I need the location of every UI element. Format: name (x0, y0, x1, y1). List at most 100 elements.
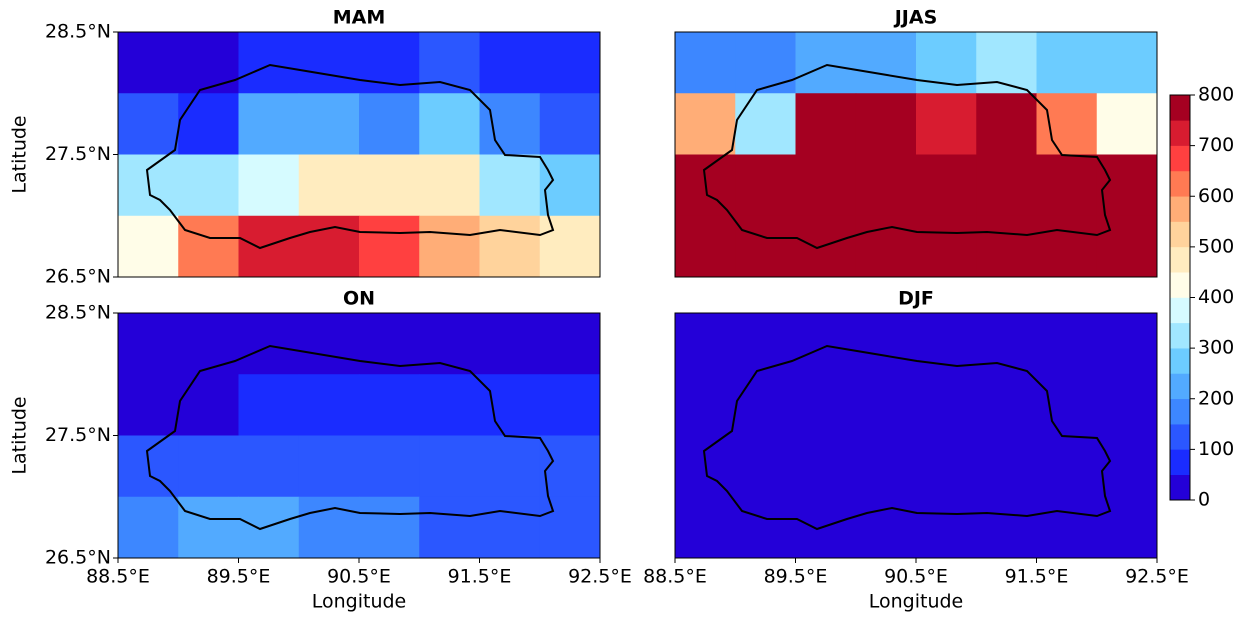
cell (795, 435, 857, 498)
cell (298, 32, 360, 94)
cell (479, 496, 541, 559)
cell (178, 496, 239, 559)
cell (359, 496, 420, 559)
cell (479, 374, 541, 436)
cell (479, 32, 541, 94)
cell (916, 496, 977, 559)
cell (976, 154, 1037, 217)
cell (359, 215, 420, 278)
cell (178, 313, 239, 375)
colorbar-band (1170, 170, 1190, 197)
x-axis-label: Longitude (869, 591, 964, 613)
cell (1036, 154, 1098, 217)
cell (916, 93, 977, 155)
cell (479, 93, 541, 155)
panel-title: ON (343, 288, 375, 310)
y-tick-label: 27.5°N (45, 143, 111, 165)
cell (916, 215, 977, 278)
cell (479, 215, 541, 278)
colorbar-band (1170, 398, 1190, 425)
cell (238, 374, 300, 436)
cell (795, 313, 857, 375)
cell (359, 154, 420, 217)
cell (419, 154, 480, 217)
cell (855, 496, 917, 559)
cell (675, 496, 736, 559)
cell (238, 154, 300, 217)
y-axis-label: Latitude (9, 396, 31, 474)
colorbar-band (1170, 246, 1190, 273)
x-tick-label: 92.5°E (1125, 566, 1189, 588)
x-tick-label: 89.5°E (764, 566, 828, 588)
cell (1036, 32, 1098, 94)
cell (1096, 93, 1158, 155)
cell (1036, 93, 1098, 155)
cell (976, 374, 1037, 436)
x-axis-label: Longitude (312, 591, 407, 613)
cell (359, 93, 420, 155)
cell (238, 435, 300, 498)
colorbar-tick-label: 600 (1198, 185, 1234, 207)
cell (178, 435, 239, 498)
cell (178, 154, 239, 217)
cell (675, 215, 736, 278)
cell (178, 93, 239, 155)
x-tick-label: 88.5°E (86, 566, 150, 588)
cell (419, 496, 480, 559)
cell (735, 215, 796, 278)
x-tick-label: 90.5°E (884, 566, 948, 588)
cell (118, 496, 179, 559)
cell (178, 374, 239, 436)
cell (795, 215, 857, 278)
cell (735, 374, 796, 436)
cell (539, 496, 601, 559)
cell (539, 374, 601, 436)
cell (479, 313, 541, 375)
panel (117, 31, 601, 278)
frame (674, 31, 1158, 278)
cell (675, 93, 736, 155)
colorbar-tick-label: 700 (1198, 134, 1234, 156)
cell (675, 32, 736, 94)
cell (298, 93, 360, 155)
cell (976, 93, 1037, 155)
colorbar-band (1170, 196, 1190, 222)
cell (976, 435, 1037, 498)
cell (855, 215, 917, 278)
cell (1096, 32, 1158, 94)
cell (855, 313, 917, 375)
cell (916, 374, 977, 436)
cell (916, 154, 977, 217)
colorbar-tick-label: 500 (1198, 235, 1234, 257)
colorbar-band (1170, 120, 1190, 146)
panel (674, 312, 1158, 559)
cell (795, 93, 857, 155)
cell (735, 313, 796, 375)
cell (855, 435, 917, 498)
x-tick-label: 89.5°E (207, 566, 271, 588)
y-tick-label: 28.5°N (45, 21, 111, 43)
cell (1096, 496, 1158, 559)
cell (298, 374, 360, 436)
cell (855, 32, 917, 94)
colorbar-band (1170, 348, 1190, 374)
panel (674, 31, 1158, 278)
cell (539, 32, 601, 94)
cell (359, 374, 420, 436)
cell (1036, 496, 1098, 559)
cell (735, 154, 796, 217)
y-tick-label: 26.5°N (45, 266, 111, 288)
x-tick-label: 88.5°E (643, 566, 707, 588)
colorbar-band (1170, 449, 1190, 475)
cell (735, 32, 796, 94)
colorbar-tick-label: 0 (1198, 489, 1210, 511)
colorbar-band (1170, 474, 1190, 501)
x-tick-label: 92.5°E (568, 566, 632, 588)
y-tick-label: 28.5°N (45, 302, 111, 324)
colorbar-band (1170, 95, 1190, 121)
cell (795, 32, 857, 94)
cell (298, 313, 360, 375)
cell (1096, 374, 1158, 436)
cell (735, 435, 796, 498)
